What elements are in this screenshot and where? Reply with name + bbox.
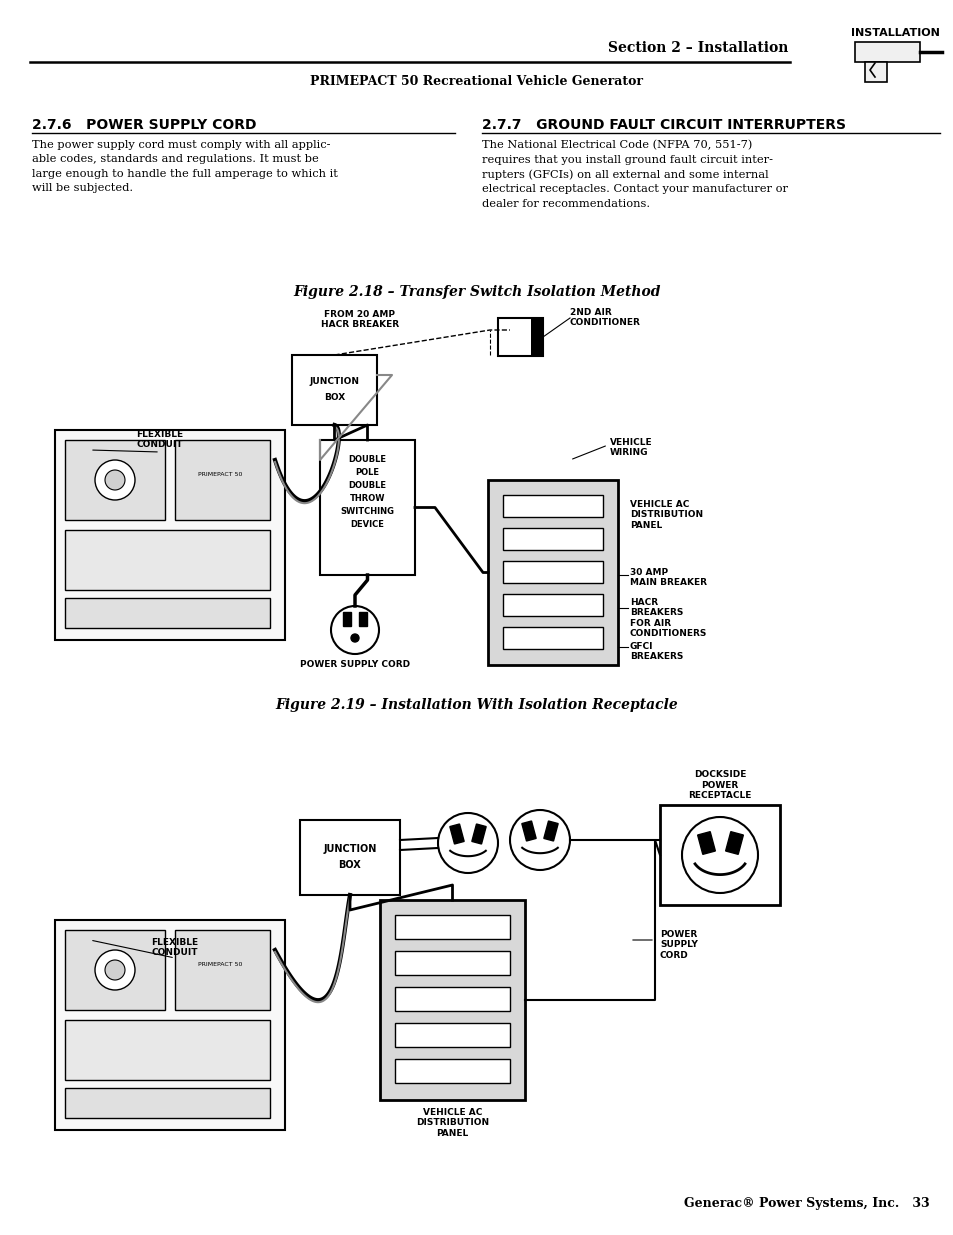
Bar	[174, 440, 270, 520]
Circle shape	[95, 459, 135, 500]
Bar	[543, 821, 558, 841]
Circle shape	[331, 606, 378, 655]
Text: HACR
BREAKERS
FOR AIR
CONDITIONERS: HACR BREAKERS FOR AIR CONDITIONERS	[629, 598, 706, 638]
Bar	[292, 354, 376, 425]
Circle shape	[681, 818, 758, 893]
Text: VEHICLE AC
DISTRIBUTION
PANEL: VEHICLE AC DISTRIBUTION PANEL	[416, 1108, 489, 1137]
Text: SWITCHING: SWITCHING	[340, 508, 395, 516]
Text: GFCI
BREAKERS: GFCI BREAKERS	[629, 642, 682, 662]
Bar	[319, 440, 415, 576]
Circle shape	[95, 950, 135, 990]
Bar	[395, 1058, 510, 1083]
Text: THROW: THROW	[350, 494, 385, 503]
Text: DOUBLE: DOUBLE	[348, 454, 386, 464]
Text: VEHICLE
WIRING: VEHICLE WIRING	[609, 438, 652, 457]
Bar	[65, 930, 165, 1010]
Text: INSTALLATION: INSTALLATION	[850, 28, 939, 38]
Bar	[502, 594, 602, 616]
Text: POLE: POLE	[355, 468, 379, 477]
Text: DOCKSIDE
POWER
RECEPTACLE: DOCKSIDE POWER RECEPTACLE	[688, 771, 751, 800]
Text: BOX: BOX	[338, 861, 361, 871]
Bar	[55, 430, 285, 640]
Bar	[502, 529, 602, 550]
Bar	[521, 821, 536, 841]
Text: POWER
SUPPLY
CORD: POWER SUPPLY CORD	[659, 930, 698, 960]
Text: Generac® Power Systems, Inc.   33: Generac® Power Systems, Inc. 33	[683, 1197, 929, 1210]
Bar	[531, 317, 542, 356]
Bar	[497, 317, 542, 356]
Circle shape	[105, 960, 125, 981]
Text: VEHICLE AC
DISTRIBUTION
PANEL: VEHICLE AC DISTRIBUTION PANEL	[629, 500, 702, 530]
Text: POWER SUPPLY CORD: POWER SUPPLY CORD	[299, 659, 410, 669]
Bar	[343, 613, 351, 626]
Bar	[174, 930, 270, 1010]
Text: 2.7.6   POWER SUPPLY CORD: 2.7.6 POWER SUPPLY CORD	[32, 119, 256, 132]
Text: DEVICE: DEVICE	[350, 520, 384, 529]
Bar	[395, 951, 510, 974]
Bar	[379, 900, 524, 1100]
Bar	[450, 824, 464, 844]
Text: JUNCTION: JUNCTION	[323, 845, 376, 855]
Bar	[358, 613, 367, 626]
Text: BOX: BOX	[323, 394, 345, 403]
Text: 30 AMP
MAIN BREAKER: 30 AMP MAIN BREAKER	[629, 568, 706, 588]
Circle shape	[437, 813, 497, 873]
Text: PRIMEPACT 50: PRIMEPACT 50	[197, 962, 242, 967]
Bar	[697, 831, 715, 855]
Bar	[659, 805, 780, 905]
Circle shape	[351, 634, 358, 642]
Text: DOUBLE: DOUBLE	[348, 480, 386, 490]
Bar	[65, 1088, 270, 1118]
Bar	[502, 561, 602, 583]
Bar	[395, 1023, 510, 1047]
Circle shape	[105, 471, 125, 490]
Bar	[65, 598, 270, 629]
Bar	[395, 987, 510, 1011]
Text: PRIMEPACT 50 Recreational Vehicle Generator: PRIMEPACT 50 Recreational Vehicle Genera…	[310, 75, 643, 88]
Bar	[65, 440, 165, 520]
Text: Figure 2.18 – Transfer Switch Isolation Method: Figure 2.18 – Transfer Switch Isolation …	[293, 285, 660, 299]
Bar	[299, 820, 399, 895]
Text: FLEXIBLE
CONDUIT: FLEXIBLE CONDUIT	[152, 939, 198, 957]
Bar	[488, 480, 618, 664]
Text: 2.7.7   GROUND FAULT CIRCUIT INTERRUPTERS: 2.7.7 GROUND FAULT CIRCUIT INTERRUPTERS	[481, 119, 845, 132]
Bar	[55, 920, 285, 1130]
Text: FROM 20 AMP
HACR BREAKER: FROM 20 AMP HACR BREAKER	[320, 310, 398, 330]
Text: Figure 2.19 – Installation With Isolation Receptacle: Figure 2.19 – Installation With Isolatio…	[275, 698, 678, 713]
Text: PRIMEPACT 50: PRIMEPACT 50	[197, 473, 242, 478]
Bar	[395, 915, 510, 939]
Bar	[725, 831, 742, 855]
Bar	[864, 62, 886, 82]
Text: FLEXIBLE
CONDUIT: FLEXIBLE CONDUIT	[136, 430, 183, 450]
Bar	[854, 42, 919, 62]
Bar	[472, 824, 486, 844]
Bar	[65, 1020, 270, 1079]
Circle shape	[510, 810, 569, 869]
Text: Section 2 – Installation: Section 2 – Installation	[607, 41, 787, 56]
Bar	[65, 530, 270, 590]
Text: The National Electrical Code (NFPA 70, 551-7)
requires that you install ground f: The National Electrical Code (NFPA 70, 5…	[481, 140, 787, 209]
Bar	[502, 495, 602, 517]
Bar	[502, 627, 602, 650]
Text: JUNCTION: JUNCTION	[309, 378, 359, 387]
Text: 2ND AIR
CONDITIONER: 2ND AIR CONDITIONER	[569, 308, 640, 327]
Text: The power supply cord must comply with all applic-
able codes, standards and reg: The power supply cord must comply with a…	[32, 140, 337, 193]
